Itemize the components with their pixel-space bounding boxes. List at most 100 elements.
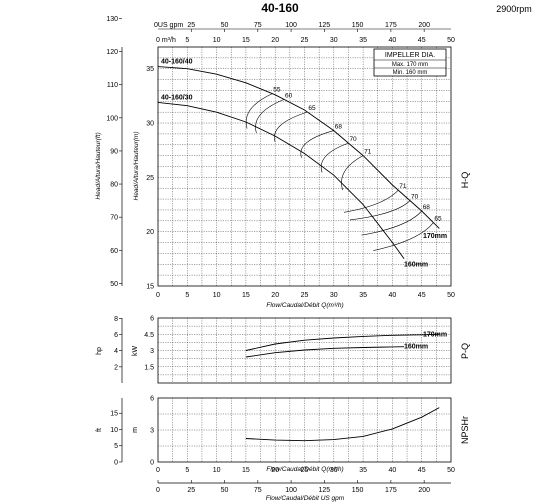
npsh-ft-axis-label: ft xyxy=(96,428,103,432)
usgpm-top-tick-label: 100 xyxy=(285,22,297,29)
efficiency-label: 68 xyxy=(423,204,431,211)
flow-top-tick-label: 45 xyxy=(418,37,426,44)
power-series-label-170mm: 170mm xyxy=(423,331,447,338)
efficiency-line xyxy=(361,210,422,236)
power-hp-tick-label: 4 xyxy=(114,348,118,355)
flow-top-tick-label: 10 xyxy=(213,37,221,44)
efficiency-label: 70 xyxy=(411,194,419,201)
impeller-box-title: IMPELLER DIA. xyxy=(385,52,435,59)
flow-tick-label: 20 xyxy=(271,292,279,299)
usgpm-bottom-tick-label: 25 xyxy=(187,487,195,494)
usgpm-bottom-tick-label: 50 xyxy=(221,487,229,494)
power-kw-tick-label: 3 xyxy=(150,348,154,355)
npsh-flow-tick-label: 5 xyxy=(185,467,189,474)
flow-tick-label: 15 xyxy=(242,292,250,299)
efficiency-line xyxy=(320,142,349,173)
efficiency-label: 68 xyxy=(335,124,343,131)
flow-tick-label: 40 xyxy=(389,292,397,299)
usgpm-bottom-tick-label: 175 xyxy=(385,487,397,494)
npsh-flow-axis-label: Flow/Caudal/Débit Q(m³/h) xyxy=(266,466,343,473)
head-ft-tick-label: 130 xyxy=(106,16,118,23)
grid-lines xyxy=(158,47,451,462)
npsh-flow-tick-label: 0 xyxy=(156,467,160,474)
usgpm-top-tick-label: 25 xyxy=(187,22,195,29)
head-ft-tick-label: 70 xyxy=(110,215,118,222)
pq-side-label: P-Q xyxy=(460,343,470,359)
hq-side-label: H-Q xyxy=(460,172,470,189)
efficiency-label: 71 xyxy=(364,149,372,156)
efficiency-line xyxy=(245,93,273,129)
efficiency-label: 65 xyxy=(434,216,442,223)
npsh-flow-tick-label: 10 xyxy=(213,467,221,474)
flow-top-tick-label: 30 xyxy=(330,37,338,44)
flow-top-tick-label: 5 xyxy=(185,37,189,44)
usgpm-bottom-tick-label: 200 xyxy=(418,487,430,494)
efficiency-line xyxy=(349,200,411,221)
power-hp-tick-label: 6 xyxy=(114,332,118,339)
head-ft-tick-label: 110 xyxy=(107,82,118,89)
power-kw-axis-label: kW xyxy=(132,346,139,357)
power-kw-tick-label: 4.5 xyxy=(144,332,154,339)
power-curve-170mm xyxy=(245,333,440,351)
head-ft-tick-label: 120 xyxy=(106,49,118,56)
head-m-axis-label: Head/Altura/Hauteur(m) xyxy=(133,132,140,201)
usgpm-bottom-axis-label: Flow/Caudal/Débit US gpm xyxy=(266,495,345,502)
head-curve-170mm xyxy=(157,66,440,229)
flow-top-tick-label: 15 xyxy=(242,37,250,44)
efficiency-line xyxy=(341,155,364,191)
power-hp-tick-label: 8 xyxy=(114,316,118,323)
head-ft-tick-label: 60 xyxy=(110,248,118,255)
flow-tick-label: 45 xyxy=(418,292,426,299)
efficiency-label: 70 xyxy=(349,136,357,143)
usgpm-top-tick-label: 150 xyxy=(352,22,364,29)
speed-label: 2900rpm xyxy=(496,4,532,14)
npsh-m-tick-label: 0 xyxy=(150,460,154,467)
labels: 15202530355060708090100110120130Head/Alt… xyxy=(95,16,470,502)
npsh-flow-tick-label: 20 xyxy=(271,467,279,474)
efficiency-line xyxy=(274,111,308,143)
npsh-ft-tick-label: 10 xyxy=(110,427,118,434)
usgpm-bottom-tick-label: 150 xyxy=(352,487,364,494)
usgpm-bottom-tick-label: 75 xyxy=(254,487,262,494)
flow-tick-label: 10 xyxy=(213,292,221,299)
head-panel xyxy=(157,46,452,287)
power-hp-tick-label: 2 xyxy=(114,364,118,371)
efficiency-label: 60 xyxy=(285,92,293,99)
impeller-label-170mm: 170mm xyxy=(423,233,447,240)
impeller-box-max: Max. 170 mm xyxy=(392,62,428,68)
npshr-side-label: NPSHr xyxy=(460,416,470,444)
npsh-flow-tick-label: 35 xyxy=(359,467,367,474)
npsh-ft-tick-label: 5 xyxy=(114,443,118,450)
efficiency-label: 65 xyxy=(308,105,316,112)
flow-tick-label: 0 xyxy=(156,292,160,299)
head-m-tick-label: 30 xyxy=(146,121,154,128)
power-panel xyxy=(157,317,452,384)
flow-top-tick-label: 25 xyxy=(301,37,309,44)
npsh-m-axis-label: m xyxy=(132,427,139,433)
panel-frames xyxy=(119,18,452,484)
head-ft-tick-label: 50 xyxy=(110,281,118,288)
npsh-m-tick-label: 6 xyxy=(150,396,154,403)
impeller-dia-box: IMPELLER DIA. Max. 170 mm Min. 160 mm xyxy=(373,48,447,77)
head-ft-tick-label: 90 xyxy=(110,148,118,155)
npsh-ft-tick-label: 0 xyxy=(114,460,118,467)
power-curve-160mm xyxy=(245,346,405,358)
power-hp-axis-label: hp xyxy=(96,347,103,355)
flow-top-tick-label: 35 xyxy=(359,37,367,44)
npsh-flow-tick-label: 40 xyxy=(389,467,397,474)
power-kw-tick-label: 6 xyxy=(150,316,154,323)
head-m-tick-label: 25 xyxy=(146,175,154,182)
head-curve-160mm xyxy=(157,101,405,260)
npsh-curve xyxy=(245,407,440,442)
flow-top-unit-label: 0 m³/h xyxy=(156,37,176,44)
chart-title: 40-160 xyxy=(261,1,299,15)
head-m-tick-label: 35 xyxy=(146,66,154,73)
efficiency-label: 55 xyxy=(273,87,281,94)
npsh-flow-tick-label: 45 xyxy=(418,467,426,474)
power-series-label-160mm: 160mm xyxy=(404,344,428,351)
usgpm-top-tick-label: 75 xyxy=(254,22,262,29)
usgpm-top-tick-label: 175 xyxy=(385,22,397,29)
efficiency-line xyxy=(300,130,334,158)
curves: IMPELLER DIA. Max. 170 mm Min. 160 mm xyxy=(157,48,447,442)
